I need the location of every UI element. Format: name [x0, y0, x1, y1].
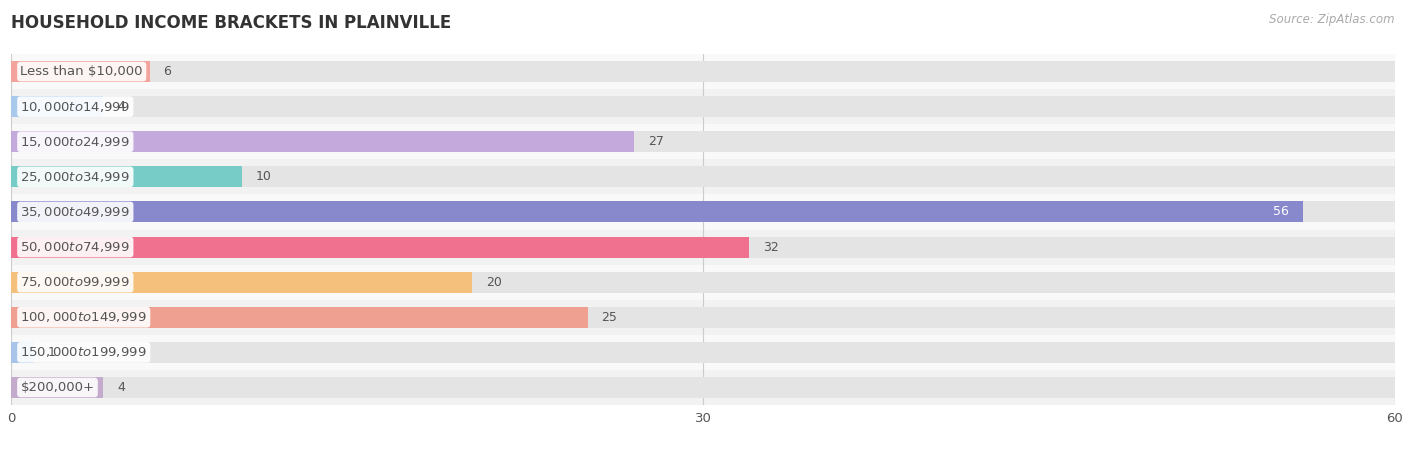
- Bar: [11, 96, 104, 117]
- Text: Source: ZipAtlas.com: Source: ZipAtlas.com: [1270, 14, 1395, 27]
- Text: 56: 56: [1272, 206, 1289, 218]
- Text: 27: 27: [648, 135, 664, 148]
- Bar: [11, 159, 1395, 194]
- Text: $10,000 to $14,999: $10,000 to $14,999: [21, 99, 131, 114]
- Text: 1: 1: [48, 346, 56, 359]
- Bar: [11, 202, 1302, 222]
- Bar: [11, 166, 242, 187]
- Bar: [11, 194, 1395, 230]
- Text: $15,000 to $24,999: $15,000 to $24,999: [21, 135, 131, 149]
- Bar: [11, 131, 634, 152]
- Text: 25: 25: [602, 311, 617, 324]
- Text: $200,000+: $200,000+: [21, 381, 94, 394]
- Bar: [11, 237, 1395, 257]
- Bar: [11, 54, 1395, 89]
- Text: $75,000 to $99,999: $75,000 to $99,999: [21, 275, 131, 289]
- Bar: [11, 89, 1395, 124]
- Bar: [11, 124, 1395, 159]
- Bar: [11, 202, 1395, 222]
- Text: 20: 20: [486, 276, 502, 288]
- Text: Less than $10,000: Less than $10,000: [21, 65, 143, 78]
- Bar: [11, 265, 1395, 300]
- Text: $150,000 to $199,999: $150,000 to $199,999: [21, 345, 148, 360]
- Text: 4: 4: [117, 381, 125, 394]
- Bar: [11, 96, 1395, 117]
- Bar: [11, 370, 1395, 405]
- Bar: [11, 272, 1395, 292]
- Bar: [11, 377, 1395, 398]
- Text: $25,000 to $34,999: $25,000 to $34,999: [21, 170, 131, 184]
- Text: $100,000 to $149,999: $100,000 to $149,999: [21, 310, 148, 324]
- Bar: [11, 342, 1395, 363]
- Bar: [11, 131, 1395, 152]
- Text: $35,000 to $49,999: $35,000 to $49,999: [21, 205, 131, 219]
- Text: 10: 10: [256, 171, 271, 183]
- Bar: [11, 307, 1395, 328]
- Bar: [11, 342, 34, 363]
- Bar: [11, 237, 749, 257]
- Text: $50,000 to $74,999: $50,000 to $74,999: [21, 240, 131, 254]
- Text: HOUSEHOLD INCOME BRACKETS IN PLAINVILLE: HOUSEHOLD INCOME BRACKETS IN PLAINVILLE: [11, 14, 451, 32]
- Bar: [11, 166, 1395, 187]
- Bar: [11, 307, 588, 328]
- Text: 32: 32: [763, 241, 779, 253]
- Text: 4: 4: [117, 100, 125, 113]
- Bar: [11, 300, 1395, 335]
- Bar: [11, 230, 1395, 265]
- Bar: [11, 61, 149, 82]
- Text: 6: 6: [163, 65, 172, 78]
- Bar: [11, 377, 104, 398]
- Bar: [11, 272, 472, 292]
- Bar: [11, 335, 1395, 370]
- Bar: [11, 61, 1395, 82]
